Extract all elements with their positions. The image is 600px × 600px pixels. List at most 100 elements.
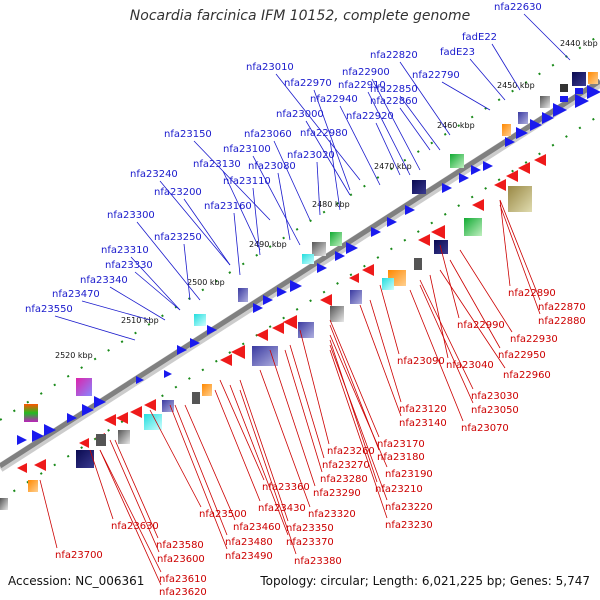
reverse-gene [272,322,284,334]
gene-label-forward: nfa23330 [105,260,153,271]
feature-block [238,288,248,302]
reverse-gene [17,463,27,473]
gene-label-reverse: nfa22930 [510,334,558,345]
leader-line [367,91,411,176]
leader-line [54,315,136,341]
leader-line [399,95,441,151]
inner-track-guide [0,114,600,501]
forward-gene [317,263,327,273]
reverse-gene [283,315,297,329]
kbp-ticks: 2440 kbp 2450 kbp 2460 kbp 2470 kbp 2480 kbp… [55,39,598,360]
gene-label-forward: nfa22940 [310,94,358,105]
reverse-gene [534,154,546,166]
gene-label-reverse: nfa23040 [446,360,494,371]
leader-line [99,449,162,573]
gene-label-reverse: nfa23480 [225,537,273,548]
gene-label-forward: nfa23550 [25,304,73,315]
leader-line [359,304,402,417]
kbp-label: 2440 kbp [560,39,598,48]
leader-line [233,212,241,276]
reverse-gene [130,406,142,418]
gene-label-reverse: nfa23630 [111,521,159,532]
gene-label-forward: nfa23150 [164,129,212,140]
gene-label-forward: nfa23130 [193,159,241,170]
leader-line [259,369,311,508]
gene-label-reverse: nfa22960 [503,370,551,381]
gene-label-forward: nfa23110 [223,176,271,187]
kbp-label: 2460 kbp [437,121,475,130]
leader-line [375,122,401,176]
feature-block [508,186,532,212]
gene-label-reverse: nfa23030 [471,391,519,402]
gene-label-reverse: nfa23500 [199,509,247,520]
gene-label-forward: nfa22970 [284,78,332,89]
leader-line [252,155,301,246]
feature-block [302,254,314,264]
gene-label-forward: nfa23060 [244,129,292,140]
forward-gene [405,205,415,215]
gene-label-reverse: nfa23290 [313,488,361,499]
forward-gene [94,396,106,408]
kbp-label: 2470 kbp [374,162,412,171]
gene-label-reverse: nfa22950 [498,350,546,361]
gene-label-reverse: nfa23430 [258,503,306,514]
leader-line [275,73,361,181]
gene-label-forward: nfa23020 [287,150,335,161]
leader-line [409,289,464,422]
feature-block [434,240,448,254]
gene-label-forward: nfa23250 [154,232,202,243]
feature-block [144,414,162,430]
forward-gene [459,173,469,183]
feature-block [518,112,528,124]
leader-line [39,479,58,549]
leader-line [273,140,311,221]
gene-label-reverse: nfa23610 [159,574,207,585]
gene-label-forward: nfa22850 [370,84,418,95]
outer-track-guide [0,34,600,421]
feature-block [194,314,206,326]
leader-line [277,172,291,241]
gene-label-reverse: nfa23210 [375,484,423,495]
feature-block [540,96,550,108]
kbp-label: 2520 kbp [55,351,93,360]
reverse-gene [144,399,156,411]
leader-line [222,170,261,251]
gene-label-reverse: nfa22990 [457,320,505,331]
gene-label-forward: nfa23310 [101,245,149,256]
leader-line [183,198,231,266]
accession-text: Accession: NC_006361 [8,574,145,588]
feature-block [202,384,212,396]
leader-line [269,349,316,487]
reverse-gene [418,234,430,246]
forward-gene [263,295,273,305]
gene-label-forward: nfa23340 [80,275,128,286]
feature-block [412,180,426,194]
gene-label-reverse: nfa23360 [262,482,310,493]
forward-gene [575,88,583,94]
gene-label-reverse: nfa23320 [308,509,356,520]
leader-line [184,404,236,521]
leader-line [329,319,380,438]
gene-label-reverse: nfa23380 [294,556,342,567]
leader-line [130,256,181,311]
gene-label-reverse: nfa23170 [377,439,425,450]
reverse-gene [34,459,46,471]
reverse-gene [231,345,245,359]
leader-line [239,379,289,522]
leader-line [439,269,506,369]
leader-line [289,344,325,459]
leader-line [183,243,191,301]
gene-label-reverse: nfa23700 [55,550,103,561]
feature-block [330,306,344,322]
gene-label-reverse: nfa23050 [471,405,519,416]
leader-line [329,339,378,483]
forward-gene [207,325,217,335]
feature-block [560,84,568,92]
gene-label-reverse: nfa23280 [320,474,368,485]
feature-block [414,258,422,270]
leader-line [339,105,381,186]
feature-block [588,72,598,84]
leader-line [459,249,513,333]
feature-block [192,392,200,404]
